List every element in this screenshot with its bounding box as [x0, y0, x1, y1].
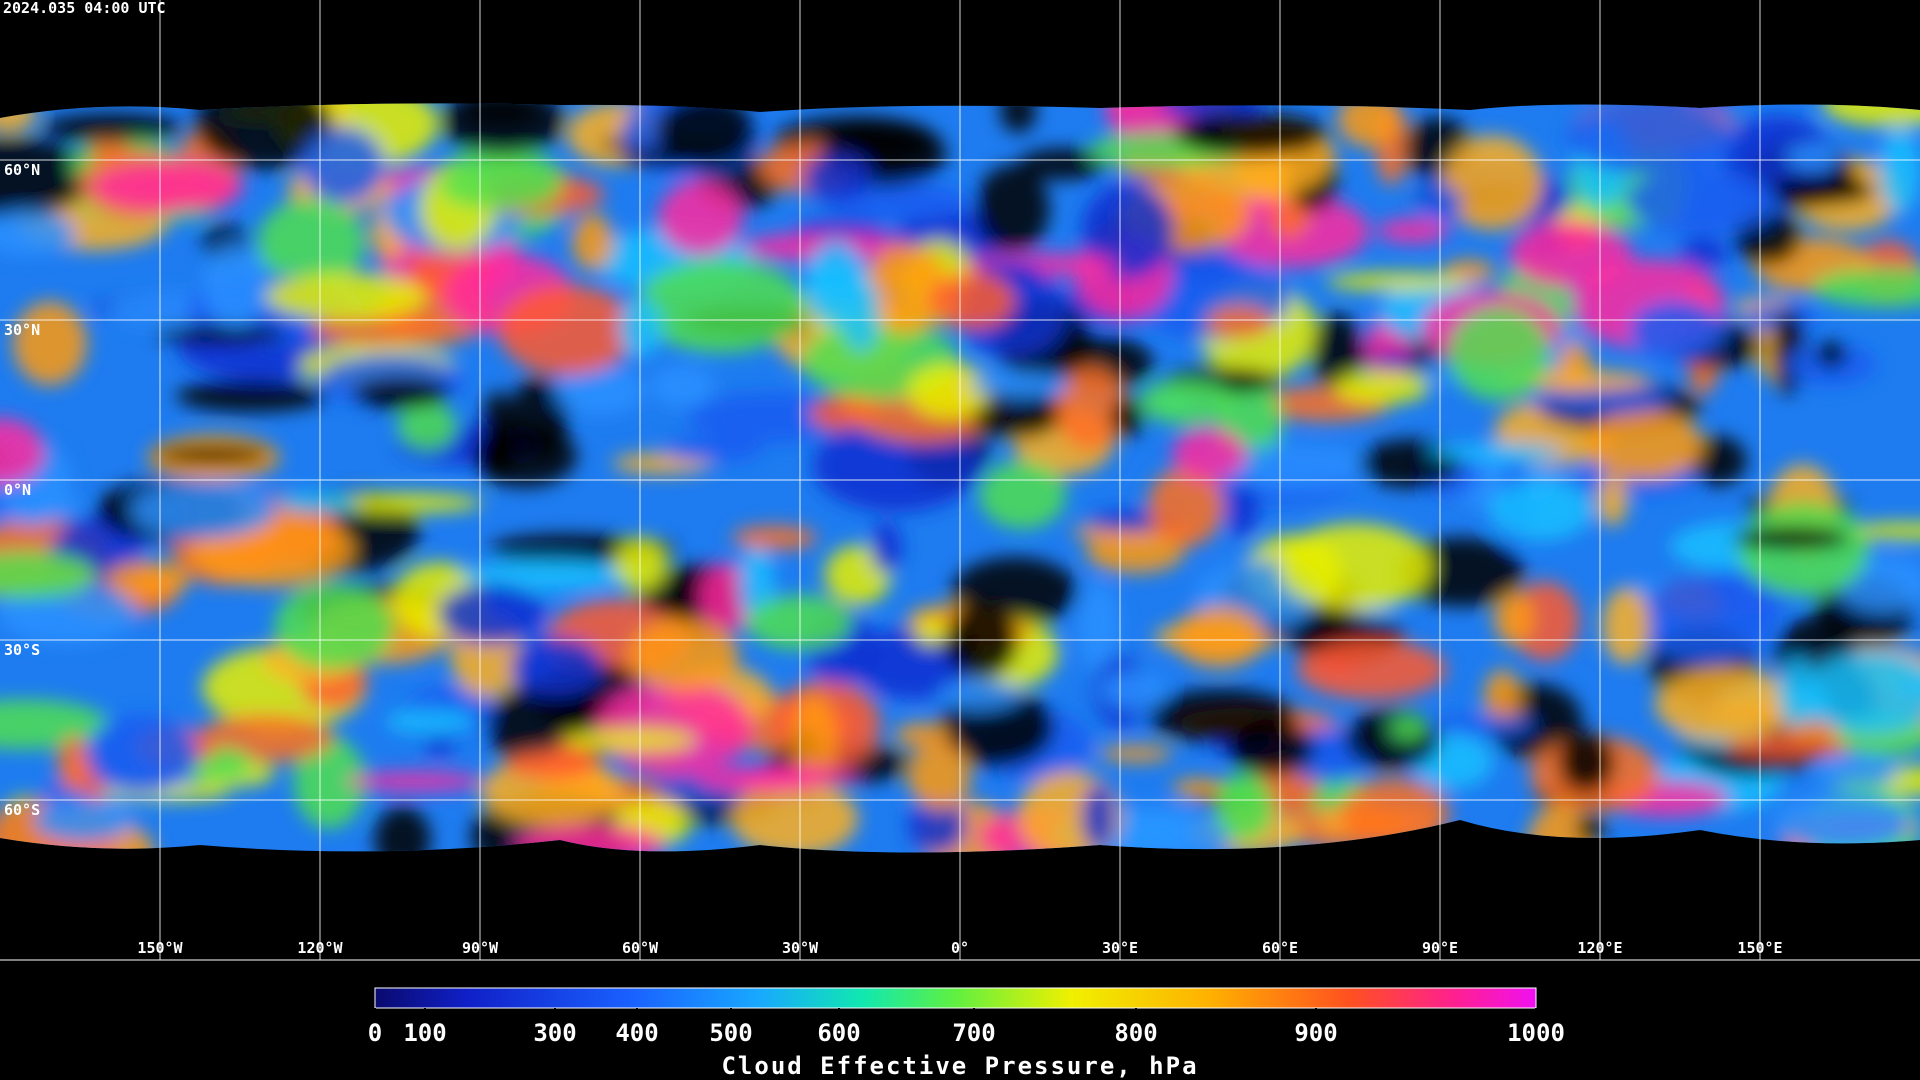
latitude-label: 60°S	[4, 801, 40, 819]
timestamp: 2024.035 04:00 UTC	[3, 0, 166, 17]
colorbar	[374, 987, 1537, 1009]
longitude-label: 60°E	[1262, 939, 1298, 957]
colorbar-tick-label: 100	[403, 1019, 446, 1047]
graticule	[0, 0, 1920, 960]
latitude-label: 60°N	[4, 161, 40, 179]
colorbar-tick-label: 300	[533, 1019, 576, 1047]
longitude-label: 0°	[951, 939, 969, 957]
longitude-label: 120°W	[297, 939, 343, 957]
latitude-label: 30°N	[4, 321, 40, 339]
colorbar-tick-label: 1000	[1507, 1019, 1565, 1047]
latitude-label: 0°N	[4, 481, 31, 499]
longitude-label: 30°W	[782, 939, 819, 957]
longitude-label: 90°E	[1422, 939, 1458, 957]
colorbar-tick-label: 400	[615, 1019, 658, 1047]
longitude-label: 150°E	[1737, 939, 1782, 957]
colorbar-tick-label: 800	[1114, 1019, 1157, 1047]
longitude-label: 30°E	[1102, 939, 1138, 957]
colorbar-label: Cloud Effective Pressure, hPa	[721, 1052, 1198, 1080]
longitude-label: 150°W	[137, 939, 183, 957]
colorbar-tick-label: 600	[817, 1019, 860, 1047]
colorbar-tick-label: 500	[709, 1019, 752, 1047]
latitude-label: 30°S	[4, 641, 40, 659]
longitude-label: 120°E	[1577, 939, 1622, 957]
colorbar-tick-label: 700	[952, 1019, 995, 1047]
longitude-label: 60°W	[622, 939, 659, 957]
colorbar-tick-label: 0	[368, 1019, 382, 1047]
longitude-label: 90°W	[462, 939, 499, 957]
colorbar-tick-label: 900	[1294, 1019, 1337, 1047]
